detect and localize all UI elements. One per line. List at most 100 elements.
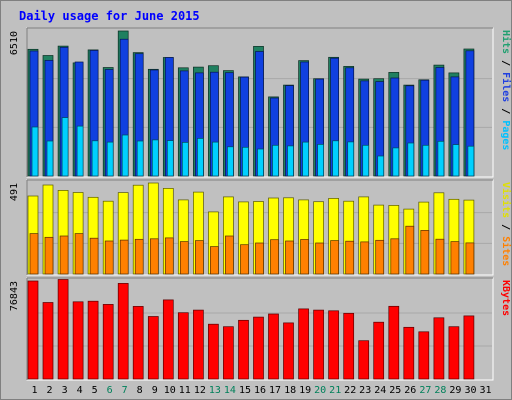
day-label-13: 13 <box>209 385 221 396</box>
bar-mid-sites-7 <box>119 239 129 275</box>
bar-mid-sites-16 <box>255 242 264 275</box>
day-label-23: 23 <box>359 385 371 396</box>
bar-top-pages-3 <box>61 117 69 177</box>
bar-mid-sites-9 <box>149 238 159 275</box>
max-label-bot: 76843 <box>9 281 20 311</box>
bar-mid-sites-18 <box>285 240 294 275</box>
legend-item-pages: Pages <box>500 120 511 150</box>
day-label-3: 3 <box>62 385 68 396</box>
bar-bot-kbytes-29 <box>448 326 460 380</box>
day-label-5: 5 <box>92 385 98 396</box>
bar-top-pages-4 <box>76 125 84 177</box>
bar-mid-sites-2 <box>44 236 54 275</box>
bar-top-pages-11 <box>181 142 189 177</box>
bar-bot-kbytes-30 <box>463 315 475 380</box>
bar-top-pages-25 <box>392 147 400 177</box>
bar-top-pages-30 <box>467 145 475 177</box>
bar-top-pages-23 <box>362 144 370 177</box>
bar-bot-kbytes-15 <box>238 319 249 380</box>
legend-item-sites: Sites <box>500 236 512 266</box>
bar-mid-sites-17 <box>270 239 279 275</box>
bar-bot-kbytes-9 <box>147 316 159 380</box>
bar-bot-kbytes-7 <box>117 283 129 380</box>
bar-top-pages-1 <box>31 126 39 177</box>
day-label-21: 21 <box>329 385 341 396</box>
day-label-2: 2 <box>46 385 52 396</box>
bar-bot-kbytes-24 <box>373 321 385 380</box>
bar-top-pages-27 <box>422 144 430 177</box>
bar-mid-sites-3 <box>59 235 69 275</box>
bar-bot-kbytes-16 <box>253 316 264 380</box>
day-label-30: 30 <box>464 385 476 396</box>
legend-separator: / <box>500 54 511 72</box>
day-label-6: 6 <box>107 385 113 396</box>
bar-mid-sites-22 <box>345 240 355 275</box>
bar-mid-sites-10 <box>164 237 174 275</box>
bar-top-pages-17 <box>272 144 279 177</box>
day-label-18: 18 <box>284 385 296 396</box>
bar-mid-sites-1 <box>29 233 39 275</box>
bar-top-pages-13 <box>212 141 219 177</box>
bar-bot-kbytes-21 <box>328 310 339 380</box>
day-label-16: 16 <box>254 385 266 396</box>
bar-top-pages-19 <box>302 141 309 177</box>
bar-mid-sites-29 <box>450 241 460 275</box>
x-axis-labels: 1 2 3 4 5 6 7 8 9 10 11 12 13 14 15 16 17 18 19 20 21 22 23 24 2… <box>31 385 491 396</box>
bar-top-pages-10 <box>166 140 174 177</box>
bar-top-pages-12 <box>197 138 204 177</box>
bar-mid-sites-25 <box>390 238 400 275</box>
bar-bot-kbytes-28 <box>433 317 445 380</box>
bar-top-pages-21 <box>332 140 339 177</box>
day-label-7: 7 <box>122 385 128 396</box>
day-label-29: 29 <box>449 385 461 396</box>
bar-bot-kbytes-2 <box>42 302 54 380</box>
day-label-4: 4 <box>77 385 83 396</box>
bar-bot-kbytes-14 <box>223 326 234 380</box>
bar-mid-sites-20 <box>315 242 324 275</box>
bar-bot-kbytes-8 <box>132 306 144 380</box>
bar-top-pages-8 <box>136 140 144 177</box>
bar-mid-sites-19 <box>300 239 309 275</box>
bar-top-pages-15 <box>242 146 249 177</box>
bar-top-pages-28 <box>437 140 445 177</box>
bar-bot-kbytes-25 <box>388 305 400 380</box>
day-label-27: 27 <box>419 385 431 396</box>
day-label-26: 26 <box>404 385 416 396</box>
bar-bot-kbytes-27 <box>418 331 430 380</box>
legend-item-kbytes: KBytes <box>500 280 511 316</box>
panel-mid: 491 Visits / Sites <box>9 179 512 276</box>
bar-mid-sites-6 <box>104 240 114 275</box>
max-label-top: 6510 <box>9 31 20 55</box>
bar-bot-kbytes-18 <box>283 322 294 380</box>
day-label-19: 19 <box>299 385 311 396</box>
legend-item-hits: Hits <box>500 30 512 54</box>
legend-mid: Visits / Sites <box>500 182 512 266</box>
day-label-20: 20 <box>314 385 326 396</box>
bar-mid-sites-8 <box>134 238 144 275</box>
bar-mid-sites-24 <box>375 239 385 275</box>
bar-top-pages-26 <box>407 142 415 177</box>
bar-top-pages-14 <box>227 146 234 177</box>
legend-separator: / <box>500 102 511 120</box>
bar-bot-kbytes-6 <box>102 304 114 380</box>
bar-top-pages-29 <box>452 144 460 177</box>
bar-mid-sites-21 <box>330 240 339 275</box>
day-label-12: 12 <box>194 385 206 396</box>
panel-top: 6510 Hits / Files / Pages <box>9 27 512 178</box>
bar-top-pages-20 <box>317 144 324 177</box>
day-label-24: 24 <box>374 385 386 396</box>
bar-bot-kbytes-13 <box>208 323 219 380</box>
bar-mid-sites-23 <box>360 241 370 275</box>
day-label-31: 31 <box>479 385 491 396</box>
bar-mid-sites-30 <box>465 242 475 275</box>
day-label-15: 15 <box>239 385 251 396</box>
panel-bot: 76843 KBytes <box>9 277 511 381</box>
legend-item-files: Files <box>500 72 512 102</box>
bar-bot-kbytes-4 <box>72 301 84 380</box>
bar-bot-kbytes-10 <box>162 299 174 380</box>
bar-bot-kbytes-5 <box>87 300 99 380</box>
day-label-1: 1 <box>31 385 37 396</box>
bar-mid-sites-12 <box>195 240 204 275</box>
bar-mid-sites-4 <box>74 233 84 275</box>
